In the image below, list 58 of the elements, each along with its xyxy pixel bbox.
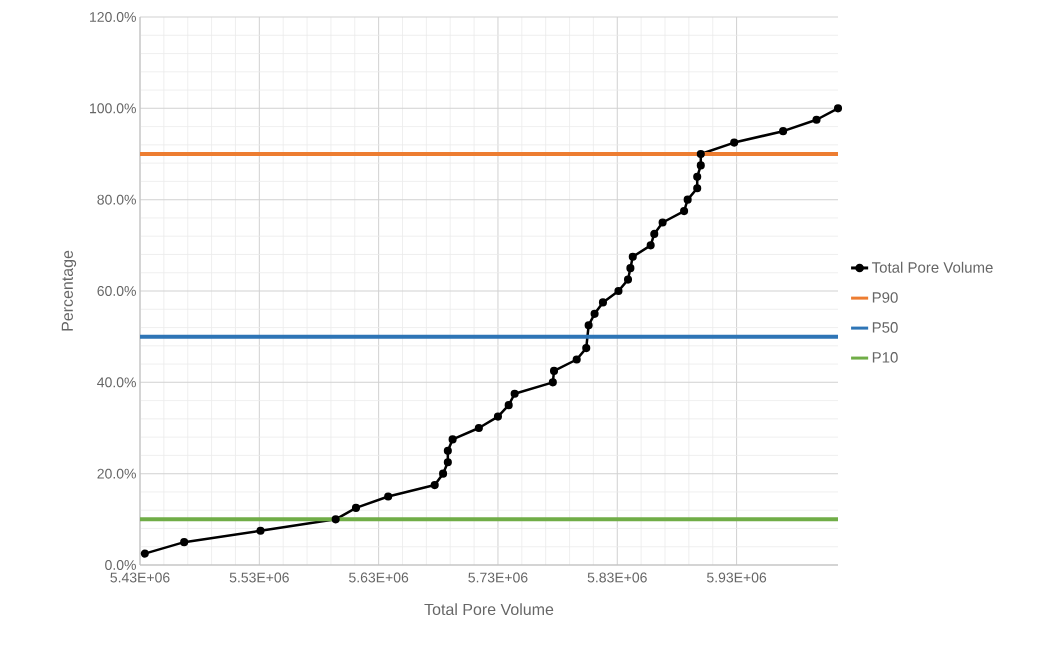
point <box>628 252 637 261</box>
point <box>443 458 452 467</box>
point <box>598 298 607 307</box>
point <box>549 366 559 375</box>
y-tick-label: 60.0% <box>97 286 136 296</box>
point <box>590 309 599 318</box>
x-tick-label: 5.43E+06 <box>110 572 170 583</box>
point <box>623 275 633 284</box>
point <box>833 104 843 113</box>
x-tick-label: 5.63E+06 <box>349 572 409 583</box>
legend-label: P90 <box>872 292 898 303</box>
point <box>256 526 265 535</box>
point <box>683 195 692 204</box>
point <box>626 264 635 273</box>
point <box>584 321 593 330</box>
point <box>384 492 393 501</box>
point <box>443 446 452 455</box>
point <box>351 503 361 512</box>
legend-label: Total Pore Volume <box>871 261 993 273</box>
y-axis-title: Percentage <box>61 250 77 331</box>
point <box>140 549 149 558</box>
point <box>180 538 189 547</box>
point <box>510 389 519 398</box>
point <box>680 207 689 216</box>
point <box>430 481 439 490</box>
point <box>650 229 659 238</box>
legend-label: P10 <box>872 352 898 363</box>
ref-line-label: P50 <box>872 322 898 333</box>
point <box>646 241 655 250</box>
y-tick-label: 100.0% <box>90 103 136 114</box>
x-tick-label: 5.83E+06 <box>587 572 647 583</box>
point <box>439 469 448 478</box>
point <box>331 515 340 524</box>
y-tick-label: 120.0% <box>90 12 136 22</box>
point <box>548 378 557 387</box>
x-tick-label: 5.53E+06 <box>229 572 289 583</box>
point <box>614 286 623 296</box>
x-tick-label: 5.73E+06 <box>468 572 528 583</box>
point <box>572 355 581 364</box>
x-axis-title: Total Pore Volume <box>424 603 554 616</box>
point <box>693 172 702 181</box>
point <box>779 127 788 136</box>
point <box>730 138 739 147</box>
y-tick-label: 40.0% <box>97 377 136 388</box>
point <box>812 115 821 124</box>
y-tick-label: 0.0% <box>105 560 136 570</box>
point <box>448 435 457 444</box>
point <box>474 423 483 433</box>
point <box>658 218 667 227</box>
point <box>504 401 513 410</box>
point <box>493 412 502 421</box>
y-tick-label: 20.0% <box>97 468 136 479</box>
point <box>693 184 702 193</box>
x-tick-label: 5.93E+06 <box>706 572 767 583</box>
point <box>696 161 705 170</box>
y-tick-label: 80.0% <box>97 194 136 205</box>
point <box>696 149 705 159</box>
point <box>582 344 591 353</box>
